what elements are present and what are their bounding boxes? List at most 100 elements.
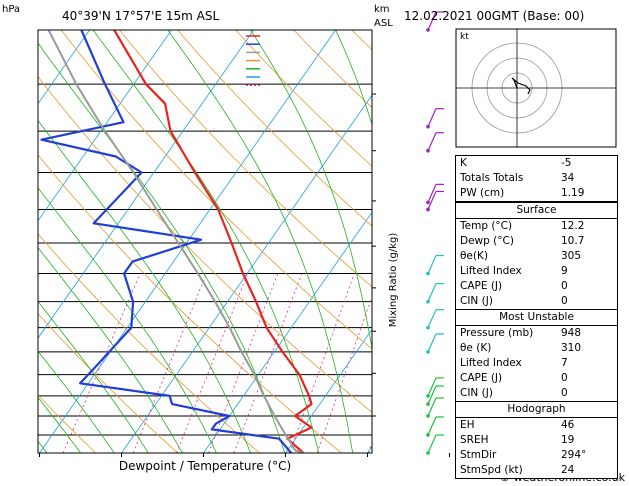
hodograph-stats-title: Hodograph [456,402,617,418]
most-unstable-section: Most Unstable Pressure (mb) 948 θe (K) 310 L… [456,310,617,402]
wind-barb-dot [426,350,430,354]
stat-value: 0 [561,372,568,384]
stat-row: Temp (°C) 12.2 [456,219,617,234]
dry-adiabat [38,313,179,453]
wind-barb [427,397,437,417]
dry-adiabat [235,30,372,167]
wet-adiabat [0,6,28,470]
mixing-ratio-line [132,273,207,453]
stat-row: EH 46 [456,418,617,433]
isotherm-line [121,94,372,453]
x-axis-title: Dewpoint / Temperature (°C) [119,459,291,473]
wet-adiabat [38,246,183,453]
dry-adiabat [38,76,372,413]
wind-barbs [426,11,444,455]
wind-barb [427,108,437,127]
stat-value: 19 [561,434,575,446]
stat-row: Lifted Index 9 [456,264,617,279]
most-unstable-title: Most Unstable [456,310,617,326]
isotherm-line [38,30,91,105]
hodograph [456,29,616,147]
stat-row: SREH 19 [456,433,617,448]
stat-label: StmSpd (kt) [460,464,523,476]
mixing-ratio-line [62,273,141,453]
stat-label: Temp (°C) [460,220,513,232]
stat-label: K [460,157,467,169]
wind-barb [427,416,437,436]
wind-barb [427,191,437,210]
wind-barb-dot [426,451,430,455]
stat-value: 24 [561,464,575,476]
stat-label: θe(K) [460,250,488,262]
wind-barb-dot [426,200,430,205]
wet-adiabat [38,301,149,453]
stat-label: Totals Totals [460,172,524,184]
isotherm-line [38,30,255,339]
dry-adiabat [176,30,372,227]
surface-title: Surface [456,203,617,219]
wet-adiabat [167,30,354,453]
series-dewpoint [40,30,293,453]
wind-barb [427,385,437,405]
sounding-series [40,30,313,453]
wind-barb-dot [426,414,430,418]
wind-barb-dot [426,207,430,212]
legend [246,35,260,86]
isotherm-line [38,30,173,222]
mixing-ratio-line [289,273,355,453]
stat-value: 1.19 [561,187,585,199]
wind-barb-dot [426,28,430,32]
stat-row: Dewp (°C) 10.7 [456,234,617,249]
stat-label: StmDir [460,449,497,461]
stat-label: EH [460,419,475,431]
isotherm-line [285,328,372,453]
stat-value: 9 [561,265,568,277]
isotherm-line [0,6,25,470]
dry-adiabat [38,394,97,453]
mixing-ratio-line [208,273,279,453]
wind-barb-dot [426,402,430,406]
stat-value: 0 [561,295,568,307]
wind-barb [427,283,437,302]
wind-barb-dot [426,271,430,276]
stat-row: Lifted Index 7 [456,356,617,371]
mixing-ratio-line [316,295,372,453]
hodograph-trace [511,77,531,95]
asl-label: ASL [374,18,393,29]
wind-barb [427,377,437,397]
wet-adiabat [38,396,82,453]
wind-barb [427,255,437,274]
stat-label: SREH [460,434,489,446]
stat-value: 294° [561,449,587,461]
stats-panel: Surface Temp (°C) 12.2 Dewp (°C) 10.7 θe(K) 3… [455,202,618,479]
stat-row: CIN (J) 0 [456,294,617,309]
wet-adiabat [250,30,372,351]
surface-section: Surface Temp (°C) 12.2 Dewp (°C) 10.7 θe(K) 3… [456,203,617,310]
indices-panel: K -5 Totals Totals 34 PW (cm) 1.19 [455,155,618,202]
stat-row: Totals Totals 34 [456,171,617,186]
stat-value: -5 [561,157,572,169]
wet-adiabat [92,30,320,453]
stat-value: 948 [561,327,582,339]
stat-row: StmDir 294° [456,448,617,463]
indices-list: K -5 Totals Totals 34 PW (cm) 1.19 [456,156,617,201]
stat-value: 10.7 [561,235,585,247]
stat-value: 0 [561,387,568,399]
wind-barb-dot [426,325,430,330]
dry-adiabat [118,30,372,288]
location-title: 40°39'N 17°57'E 15m ASL [62,9,219,23]
stat-label: CAPE (J) [460,280,503,292]
stat-value: 12.2 [561,220,585,232]
wind-barb [427,333,437,353]
stat-row: K -5 [456,156,617,171]
wind-barb [427,309,437,328]
stat-label: CIN (J) [460,387,493,399]
wind-barb [427,132,437,151]
stat-label: CAPE (J) [460,372,503,384]
stat-value: 310 [561,342,582,354]
wind-barb-dot [426,124,430,129]
wind-barb-dot [426,299,430,304]
stat-label: Lifted Index [460,265,522,277]
stat-row: θe(K) 305 [456,249,617,264]
stat-label: Lifted Index [460,357,522,369]
